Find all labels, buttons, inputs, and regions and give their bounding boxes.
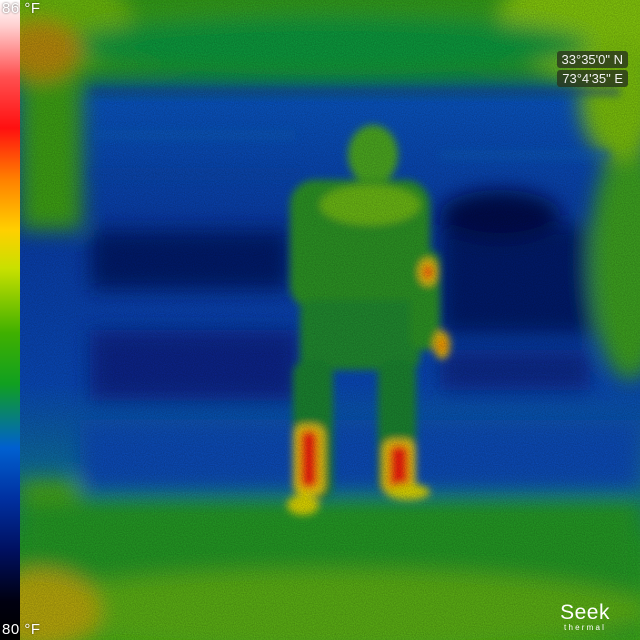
latitude-label: 33°35'0" N (556, 51, 628, 68)
longitude-label: 73°4'35" E (557, 70, 628, 87)
temperature-scale-bar (0, 0, 20, 640)
logo-sub-text: thermal (564, 623, 607, 632)
max-temperature-label: 86 °F (2, 0, 41, 17)
gps-coordinates: 33°35'0" N 73°4'35" E (556, 51, 628, 87)
min-temperature-label: 80 °F (2, 621, 41, 638)
seek-thermal-logo: Seek thermal (560, 601, 610, 632)
logo-main-text: Seek (560, 601, 610, 624)
